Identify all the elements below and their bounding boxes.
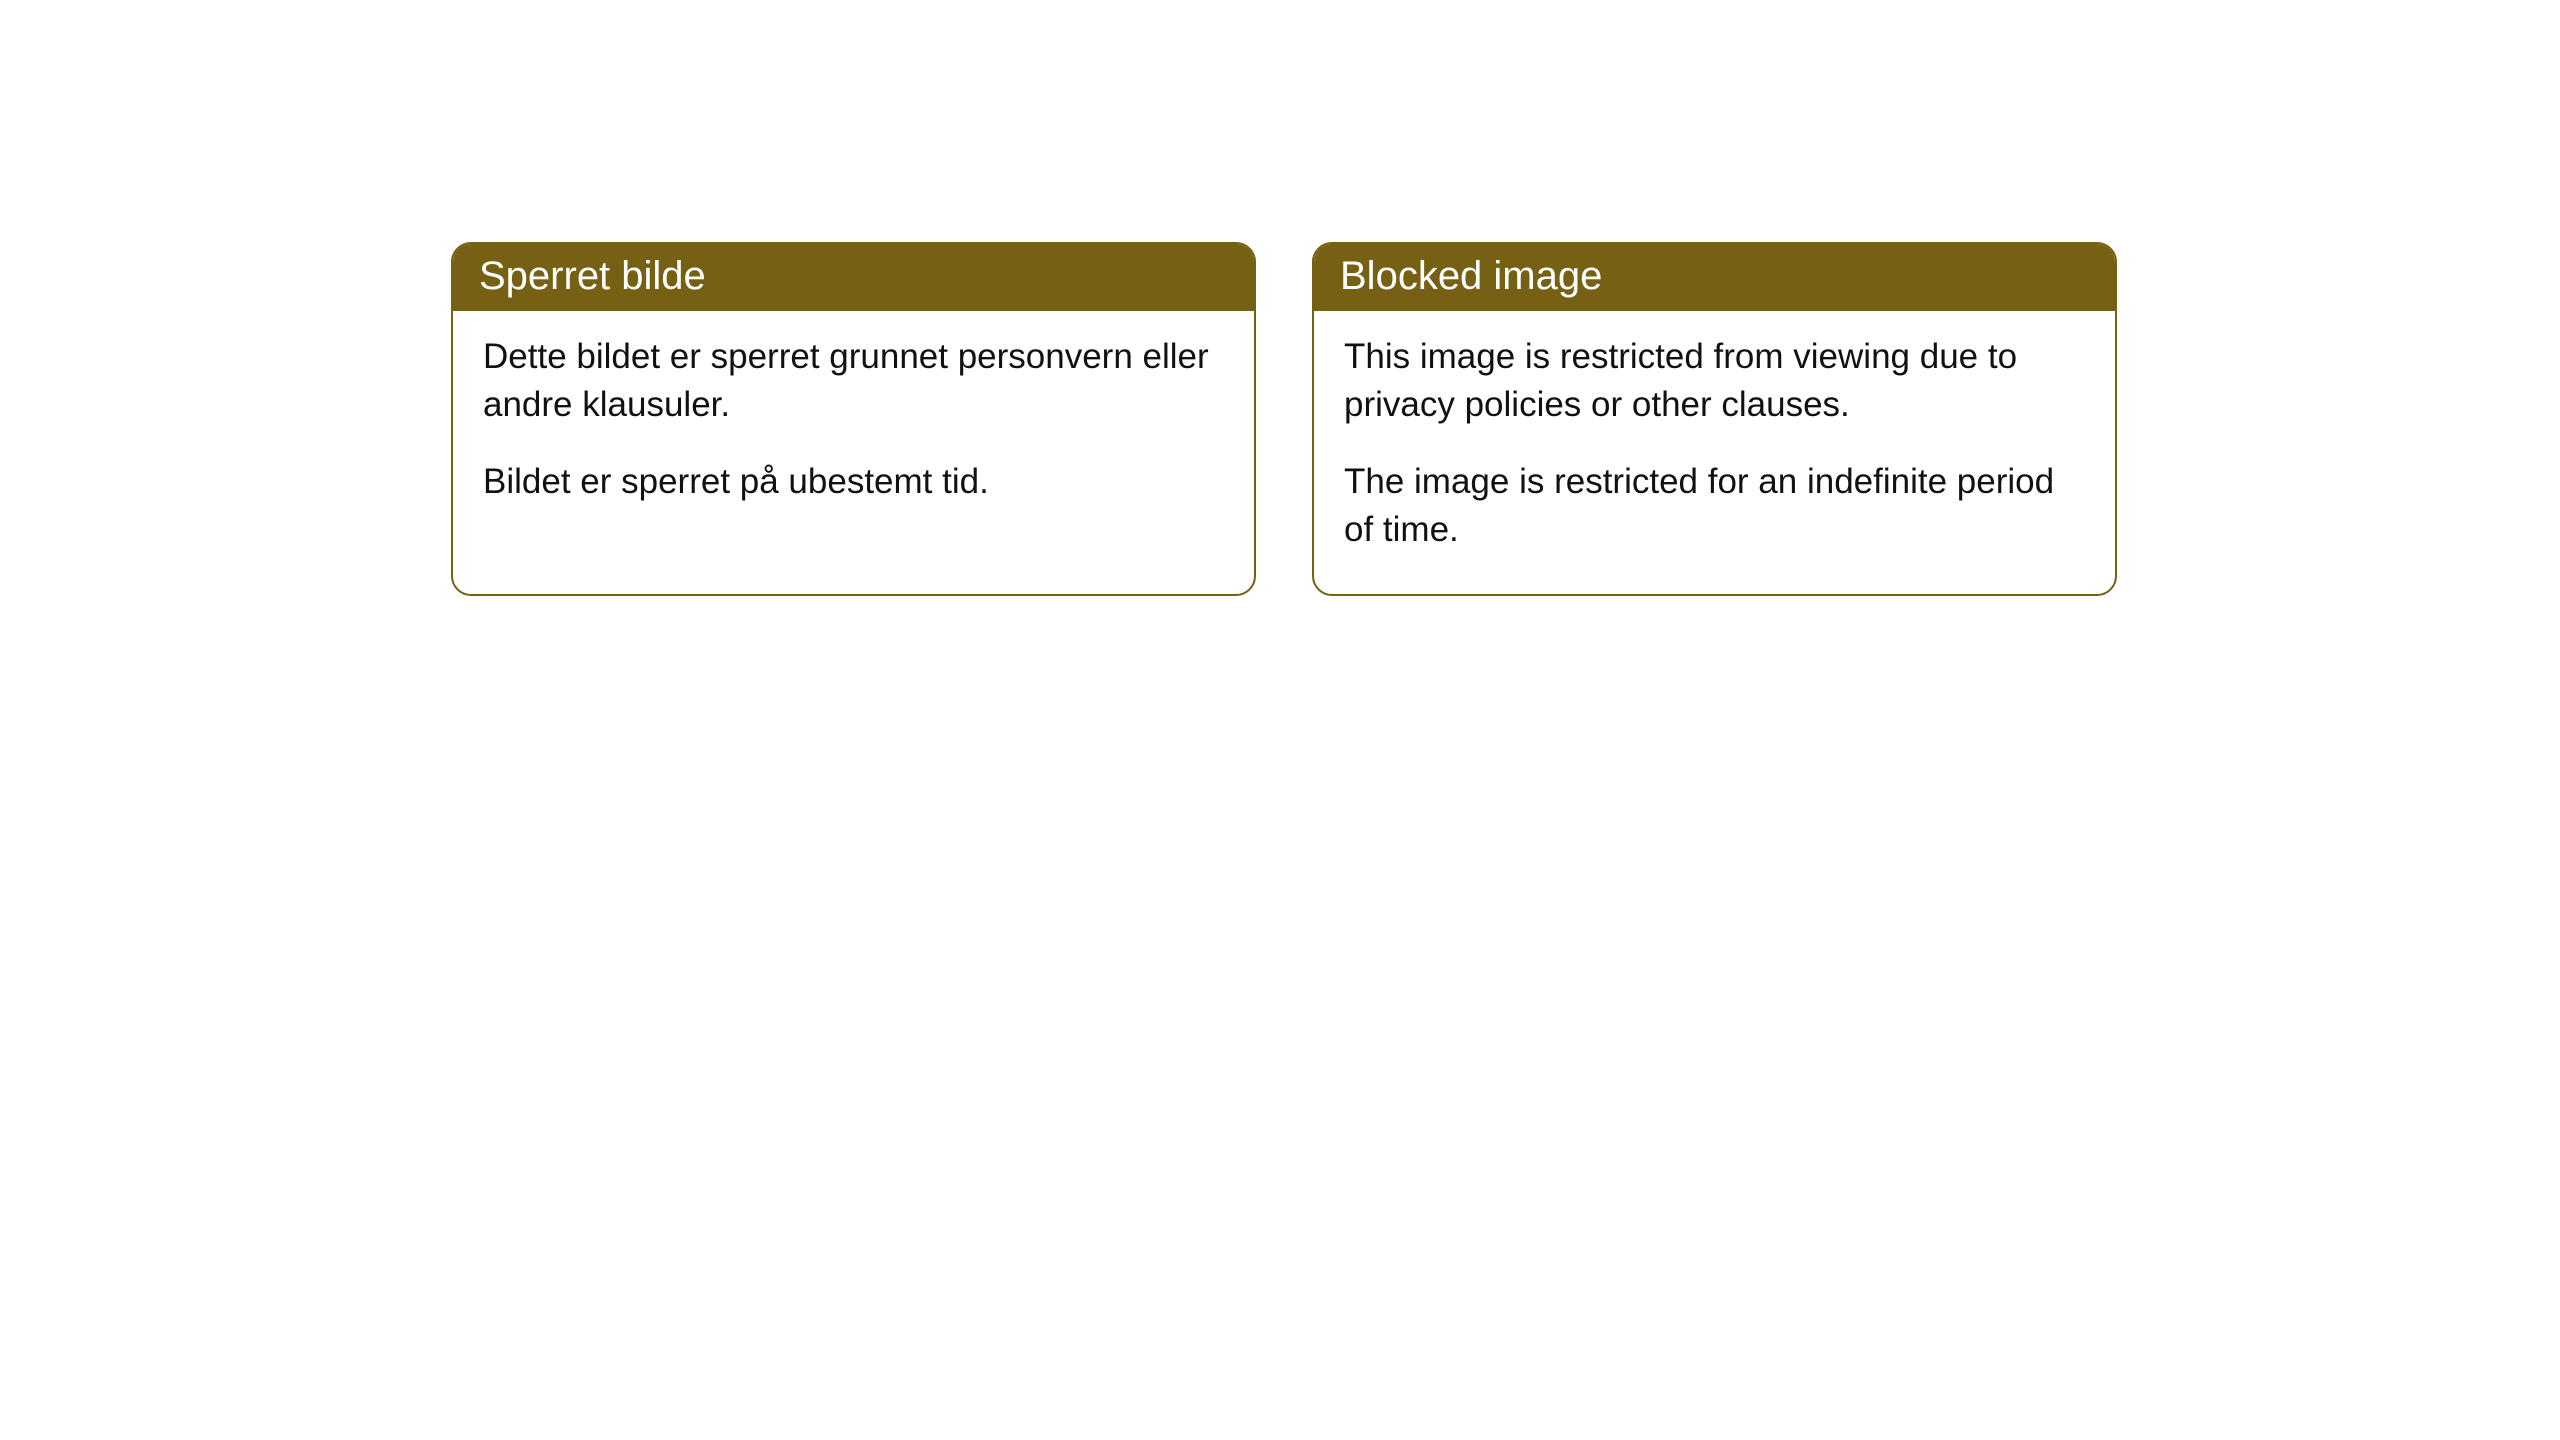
card-paragraph: Bildet er sperret på ubestemt tid. bbox=[483, 458, 1224, 506]
card-paragraph: The image is restricted for an indefinit… bbox=[1344, 458, 2085, 555]
card-paragraph: This image is restricted from viewing du… bbox=[1344, 333, 2085, 430]
card-header-english: Blocked image bbox=[1314, 244, 2115, 311]
cards-container: Sperret bilde Dette bildet er sperret gr… bbox=[451, 242, 2117, 596]
card-title: Blocked image bbox=[1340, 254, 1602, 298]
card-paragraph: Dette bildet er sperret grunnet personve… bbox=[483, 333, 1224, 430]
card-header-norwegian: Sperret bilde bbox=[453, 244, 1254, 311]
card-body-norwegian: Dette bildet er sperret grunnet personve… bbox=[453, 311, 1254, 546]
card-title: Sperret bilde bbox=[479, 254, 706, 298]
blocked-image-card-english: Blocked image This image is restricted f… bbox=[1312, 242, 2117, 596]
blocked-image-card-norwegian: Sperret bilde Dette bildet er sperret gr… bbox=[451, 242, 1256, 596]
card-body-english: This image is restricted from viewing du… bbox=[1314, 311, 2115, 594]
